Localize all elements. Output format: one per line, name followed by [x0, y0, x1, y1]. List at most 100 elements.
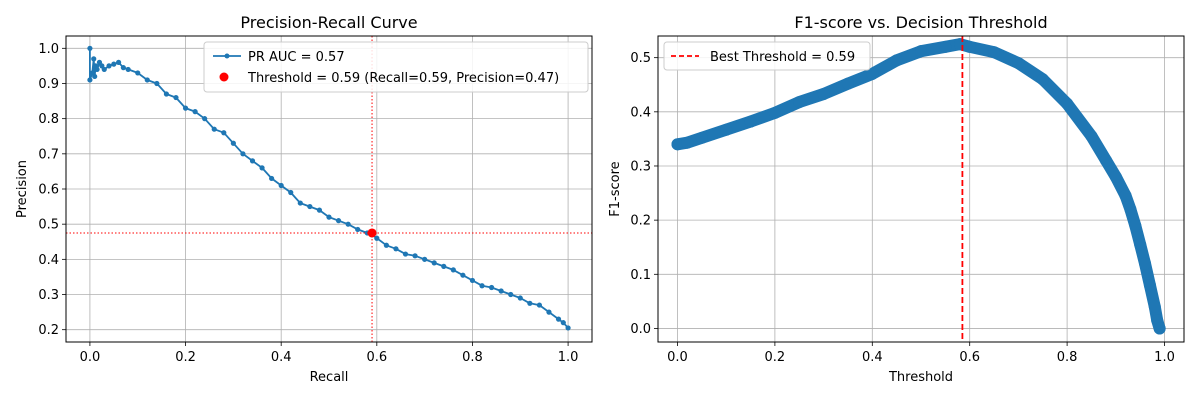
- pr-data-point: [307, 203, 313, 210]
- pr-data-point: [517, 295, 523, 301]
- f1-y-axis-title: F1-score: [608, 161, 623, 216]
- pr-data-point: [120, 65, 126, 71]
- pr-data-point: [116, 59, 122, 65]
- pr-data-point: [173, 94, 179, 101]
- f1-marks: [671, 36, 1166, 342]
- f1-data-point: [1100, 154, 1113, 167]
- pr-data-point: [106, 63, 112, 69]
- f1-data-point: [939, 40, 952, 53]
- pr-x-tick-label: 0.6: [366, 350, 387, 365]
- pr-x-ticks: 0.0 0.2 0.4 0.6 0.8 1.0: [80, 342, 579, 365]
- f1-data-point: [1061, 97, 1074, 110]
- pr-x-axis-title: Recall: [310, 370, 349, 385]
- pr-data-point: [508, 291, 514, 298]
- f1-x-axis-title: Threshold: [888, 370, 953, 385]
- f1-series-band: [671, 38, 1166, 335]
- pr-data-point: [192, 109, 198, 115]
- pr-legend-box: [203, 41, 589, 93]
- pr-data-point: [259, 165, 265, 171]
- pr-y-tick-label: 0.3: [38, 288, 59, 303]
- pr-y-tick-label: 0.4: [38, 253, 59, 268]
- f1-y-tick-label: 0.4: [630, 105, 651, 120]
- pr-data-point: [412, 253, 418, 259]
- f1-x-tick-label: 0.0: [667, 350, 688, 365]
- f1-data-point: [890, 54, 903, 67]
- pr-data-point: [555, 316, 562, 322]
- pr-x-tick-label: 1.0: [558, 350, 579, 365]
- pr-data-point: [211, 126, 217, 132]
- f1-data-point: [1012, 57, 1025, 70]
- pr-data-point: [288, 189, 294, 196]
- pr-data-point: [249, 158, 256, 164]
- pr-data-point: [221, 130, 227, 136]
- pr-data-point: [498, 288, 504, 294]
- pr-data-point: [202, 116, 208, 122]
- f1-y-tick-label: 0.0: [630, 322, 651, 337]
- pr-y-tick-label: 0.2: [38, 323, 59, 338]
- f1-chart-title: F1-score vs. Decision Threshold: [794, 13, 1047, 32]
- pr-data-point: [560, 320, 566, 326]
- pr-data-point: [135, 70, 141, 76]
- pr-data-point: [326, 214, 332, 220]
- pr-data-point: [488, 284, 495, 291]
- f1-data-point: [695, 131, 708, 144]
- pr-data-point: [527, 300, 533, 306]
- f1-legend: Best Threshold = 0.59: [663, 41, 871, 71]
- f1-data-point: [866, 67, 879, 80]
- f1-x-tick-label: 0.2: [765, 350, 786, 365]
- f1-legend-threshold-label: Best Threshold = 0.59: [710, 50, 855, 65]
- f1-legend-box: [663, 41, 871, 71]
- f1-data-point: [1148, 300, 1161, 313]
- pr-data-point: [479, 283, 485, 289]
- f1-data-point: [841, 77, 854, 90]
- pr-data-point: [111, 61, 117, 67]
- pr-data-point: [565, 325, 571, 331]
- pr-data-point: [316, 207, 323, 213]
- f1-plot-frame: [657, 35, 1185, 343]
- pr-data-point: [230, 140, 236, 146]
- f1-y-tick-label: 0.2: [630, 214, 651, 229]
- f1-data-point: [793, 96, 806, 109]
- pr-data-point: [450, 267, 456, 273]
- pr-data-point: [345, 221, 351, 227]
- f1-x-tick-label: 0.4: [862, 350, 883, 365]
- pr-data-point: [383, 242, 389, 248]
- pr-data-point: [144, 77, 150, 83]
- f1-y-ticks: 0.0 0.1 0.2 0.3 0.4 0.5: [630, 51, 658, 337]
- pr-data-point: [94, 66, 100, 73]
- pr-marks: [66, 36, 592, 342]
- pr-threshold-point: [367, 228, 377, 238]
- f1-data-point: [681, 136, 694, 149]
- f1-x-tick-label: 0.6: [959, 350, 980, 365]
- pr-data-point: [402, 251, 409, 257]
- pr-data-point: [536, 302, 543, 308]
- pr-data-point: [431, 260, 437, 266]
- f1-grid: [658, 36, 1184, 342]
- f1-data-point: [988, 46, 1001, 59]
- pr-data-point: [87, 77, 93, 83]
- f1-data-point: [1139, 257, 1152, 270]
- pr-data-point: [92, 73, 98, 80]
- pr-data-point: [393, 246, 399, 252]
- f1-data-point: [1085, 130, 1098, 143]
- pr-y-tick-label: 0.9: [38, 77, 59, 92]
- pr-curve-panel: Precision-Recall Curve 0.0 0.2 0.4 0.6 0.8 1.…: [15, 13, 593, 385]
- pr-data-point: [460, 272, 466, 278]
- pr-x-tick-label: 0.2: [175, 350, 196, 365]
- f1-data-point: [1109, 170, 1122, 183]
- f1-data-point: [1129, 219, 1142, 232]
- f1-data-point: [671, 138, 684, 151]
- pr-data-point: [182, 105, 189, 111]
- pr-data-point: [269, 175, 275, 182]
- f1-data-point: [1153, 322, 1166, 335]
- f1-x-tick-label: 0.8: [1057, 350, 1078, 365]
- pr-y-tick-label: 0.8: [38, 112, 59, 127]
- pr-y-ticks: 0.2 0.3 0.4 0.5 0.6 0.7 0.8 0.9 1.0: [38, 42, 66, 338]
- pr-x-tick-label: 0.8: [462, 350, 483, 365]
- pr-legend-point-marker: [219, 72, 229, 82]
- pr-data-point: [441, 263, 447, 269]
- f1-threshold-panel: F1-score vs. Decision Threshold 0.0 0.2 0.…: [608, 13, 1185, 385]
- pr-data-point: [278, 182, 284, 189]
- pr-data-point: [297, 200, 303, 206]
